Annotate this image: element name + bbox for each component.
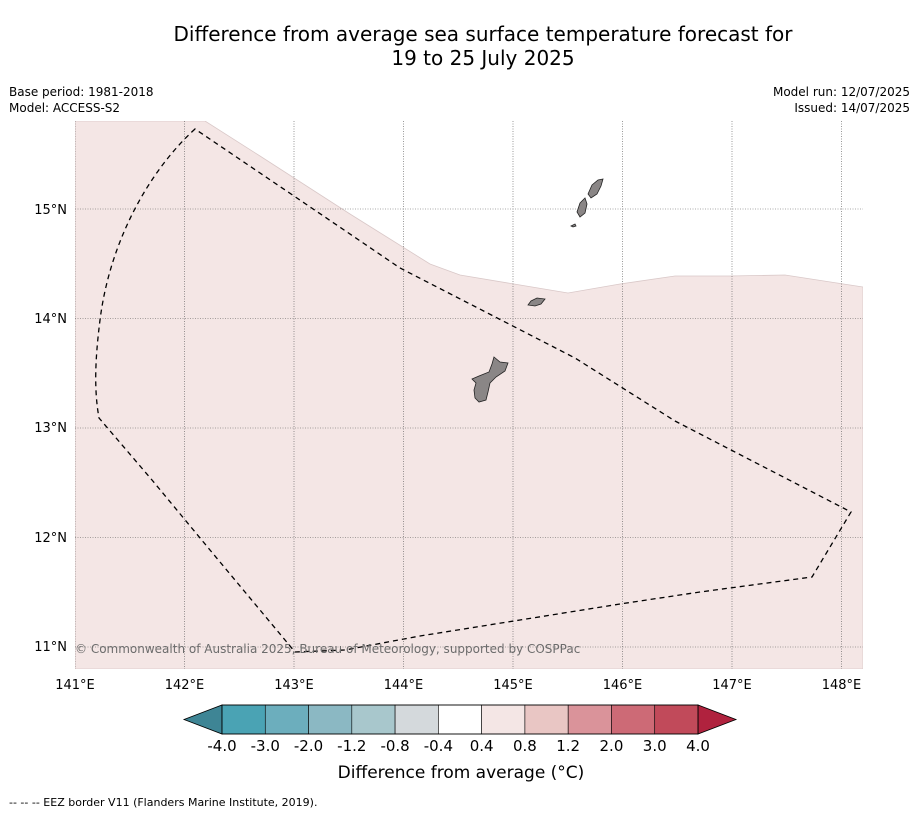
colorbar-cell xyxy=(567,704,612,735)
lon-label: 143°E xyxy=(274,678,314,693)
colorbar-cell xyxy=(308,704,353,735)
colorbar-tick-label: -1.2 xyxy=(337,737,366,755)
colorbar-cell xyxy=(264,704,309,735)
island-guam xyxy=(471,356,509,403)
colorbar-cell xyxy=(438,704,482,735)
map-title: Difference from average sea surface temp… xyxy=(0,22,919,70)
colorbar-tick-label: 0.4 xyxy=(470,737,494,755)
issued-date: Issued: 14/07/2025 xyxy=(794,101,910,115)
lon-label: 144°E xyxy=(384,678,424,693)
colorbar-cell xyxy=(481,704,526,735)
colorbar-tick-label: -4.0 xyxy=(207,737,236,755)
colorbar-tick-label: 3.0 xyxy=(643,737,667,755)
colorbar-cell xyxy=(221,704,266,735)
title-line-1: Difference from average sea surface temp… xyxy=(173,22,793,46)
lon-label: 141°E xyxy=(55,678,95,693)
colorbar-frame xyxy=(221,704,699,735)
lat-label: 14°N xyxy=(34,312,67,327)
colorbar-high-extend xyxy=(697,704,738,735)
colorbar-title: Difference from average (°C) xyxy=(337,763,585,783)
island-rota xyxy=(527,297,546,307)
island-aguijan xyxy=(570,223,577,228)
meta-left: Base period: 1981-2018 Model: ACCESS-S2 xyxy=(9,84,154,116)
island-saipan xyxy=(587,178,604,199)
model-name: Model: ACCESS-S2 xyxy=(9,101,121,115)
colorbar-tick-label: 2.0 xyxy=(600,737,624,755)
colorbar-tick-label: -3.0 xyxy=(251,737,280,755)
model-run: Model run: 12/07/2025 xyxy=(772,85,910,99)
islands xyxy=(471,178,604,403)
lon-label: 148°E xyxy=(822,678,862,693)
copyright-text: © Commonwealth of Australia 2025, Bureau… xyxy=(75,642,580,656)
colorbar-cell xyxy=(524,704,569,735)
lon-label: 147°E xyxy=(712,678,752,693)
colorbar-cell xyxy=(611,704,656,735)
axis-labels: 141°E 142°E 143°E 144°E 145°E 146°E 147°… xyxy=(34,203,861,693)
sst-anomaly-area xyxy=(75,121,863,669)
title-line-2: 19 to 25 July 2025 xyxy=(391,46,575,70)
colorbar-tick-label: 1.2 xyxy=(556,737,580,755)
colorbar-tick-label: 0.8 xyxy=(513,737,537,755)
lat-label: 12°N xyxy=(34,531,67,546)
colorbar-cell xyxy=(654,704,699,735)
lon-label: 146°E xyxy=(603,678,643,693)
island-tinian xyxy=(576,197,588,218)
colorbar-low-extend xyxy=(182,704,223,735)
lat-label: 11°N xyxy=(34,640,67,655)
colorbar-cell xyxy=(351,704,396,735)
eez-border xyxy=(95,128,852,653)
colorbar-tick-label: 4.0 xyxy=(686,737,710,755)
base-period: Base period: 1981-2018 xyxy=(9,85,154,99)
eez-legend: -- -- -- EEZ border V11 (Flanders Marine… xyxy=(9,796,318,809)
map-panel xyxy=(75,121,863,669)
colorbar: -4.0 -3.0 -2.0 -1.2 -0.8 -0.4 0.4 0.8 1.2 2.0 3.0 4… xyxy=(182,704,738,755)
meta-right: Model run: 12/07/2025 Issued: 14/07/2025 xyxy=(773,84,910,116)
lon-label: 145°E xyxy=(493,678,533,693)
colorbar-tick-label: -0.8 xyxy=(380,737,409,755)
colorbar-tick-label: -0.4 xyxy=(424,737,453,755)
lon-label: 142°E xyxy=(165,678,205,693)
colorbar-tick-label: -2.0 xyxy=(294,737,323,755)
lat-label: 13°N xyxy=(34,421,67,436)
lat-label: 15°N xyxy=(34,203,67,218)
colorbar-cell xyxy=(394,704,439,735)
